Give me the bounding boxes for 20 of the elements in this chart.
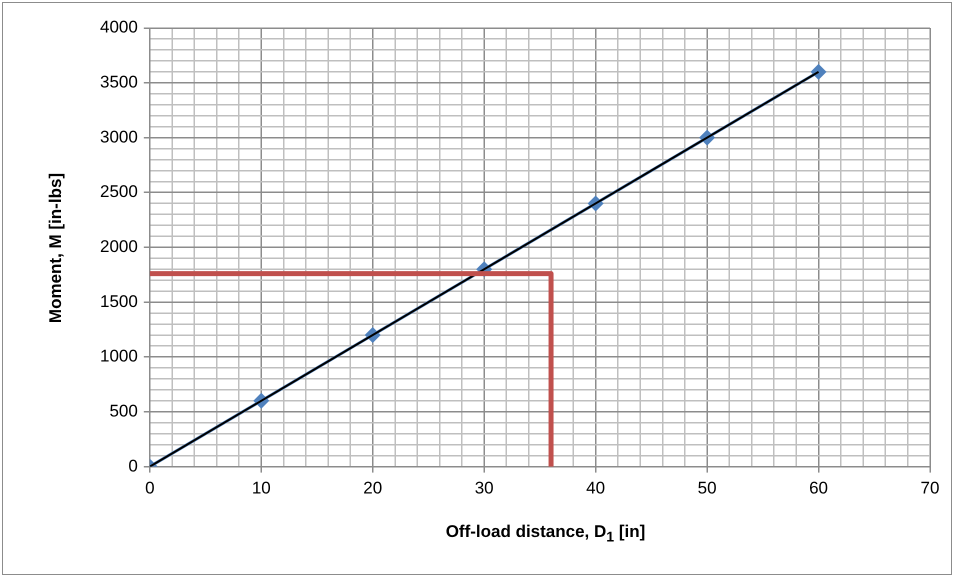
x-axis-title: Off-load distance, D$_{1}$ [in] xyxy=(444,522,646,546)
point xyxy=(810,64,827,80)
x-tick-label: 60 xyxy=(809,478,828,498)
x-tick-label: 0 xyxy=(145,478,155,498)
y-tick-label: 0 xyxy=(128,456,138,476)
y-tick-label: 1000 xyxy=(100,346,138,366)
y-tick-label: 4000 xyxy=(100,18,138,37)
y-tick-label: 3000 xyxy=(100,127,138,146)
x-tick-label: 30 xyxy=(474,478,494,498)
y-axis-title: Moment, M [in-lbs] xyxy=(46,172,66,324)
x-tick-label: 10 xyxy=(252,478,271,498)
y-tick-label: 1500 xyxy=(100,292,138,311)
y-tick-label: 500 xyxy=(109,401,138,420)
y-tick-label: 2500 xyxy=(100,182,138,202)
x-tick-label: 70 xyxy=(920,478,940,498)
x-tick-label: 40 xyxy=(586,478,606,498)
y-tick-label: 2000 xyxy=(100,236,138,256)
x-tick-label: 50 xyxy=(698,478,717,498)
y-tick-label: 3500 xyxy=(100,72,138,92)
x-tick-label: 20 xyxy=(363,478,382,498)
